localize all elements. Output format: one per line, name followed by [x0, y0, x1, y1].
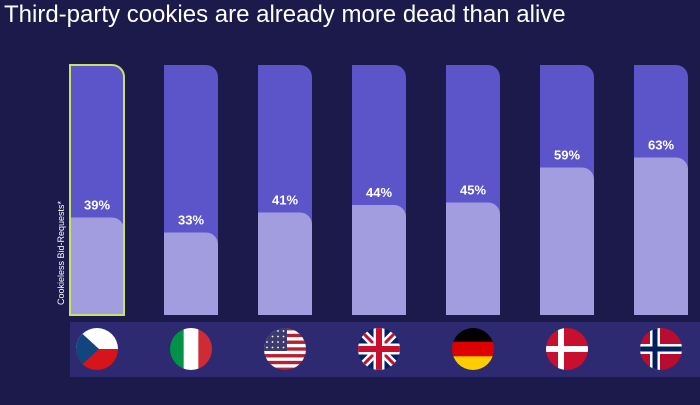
bar	[352, 205, 406, 315]
flag-part	[640, 346, 682, 352]
flag-part	[266, 341, 268, 343]
flag-part	[170, 328, 185, 370]
flag	[452, 328, 494, 370]
value-label: 39%	[84, 198, 110, 213]
bar	[164, 232, 218, 315]
flag-part	[183, 328, 199, 370]
value-label: 41%	[272, 193, 298, 208]
flag-part	[652, 328, 658, 370]
value-label: 44%	[366, 185, 392, 200]
flag-part	[546, 346, 588, 352]
flag	[170, 328, 212, 370]
flag-part	[264, 367, 306, 370]
flag-part	[264, 357, 306, 362]
flag-part	[271, 346, 274, 349]
flag-part	[76, 328, 99, 370]
flag-part	[277, 335, 279, 338]
bar	[540, 167, 594, 315]
flag-part	[558, 328, 564, 370]
bar	[634, 157, 688, 315]
bar	[446, 202, 500, 315]
flag-part	[266, 346, 268, 349]
chart-title: Third-party cookies are already more dea…	[4, 1, 566, 28]
flag	[76, 328, 118, 370]
flag	[358, 328, 400, 370]
bar	[70, 217, 124, 315]
flag-part	[277, 341, 279, 343]
flag-part	[452, 328, 494, 343]
flag-part	[264, 350, 306, 355]
y-axis-label: Cookieless Bid-Requests*	[56, 200, 66, 305]
flag-part	[271, 335, 274, 338]
flag-part	[264, 354, 306, 358]
bar	[258, 212, 312, 315]
value-label: 63%	[648, 138, 674, 153]
flag-part	[452, 341, 494, 357]
highlight-outline	[69, 64, 125, 316]
flag-part	[264, 360, 306, 365]
flag-part	[282, 341, 285, 343]
value-label: 33%	[178, 213, 204, 228]
flag-part	[452, 356, 494, 370]
flag-part	[264, 364, 306, 368]
value-label: 59%	[554, 148, 580, 163]
flag-part	[358, 328, 400, 370]
flag-part	[282, 335, 285, 338]
flag-part	[277, 346, 279, 349]
value-label: 45%	[460, 183, 486, 198]
flag	[640, 328, 682, 370]
flag-part	[198, 328, 212, 370]
flag-part	[282, 346, 285, 349]
flag-part	[277, 330, 279, 332]
flag-part	[271, 341, 274, 343]
flag	[546, 328, 588, 370]
flag-part	[282, 330, 285, 332]
